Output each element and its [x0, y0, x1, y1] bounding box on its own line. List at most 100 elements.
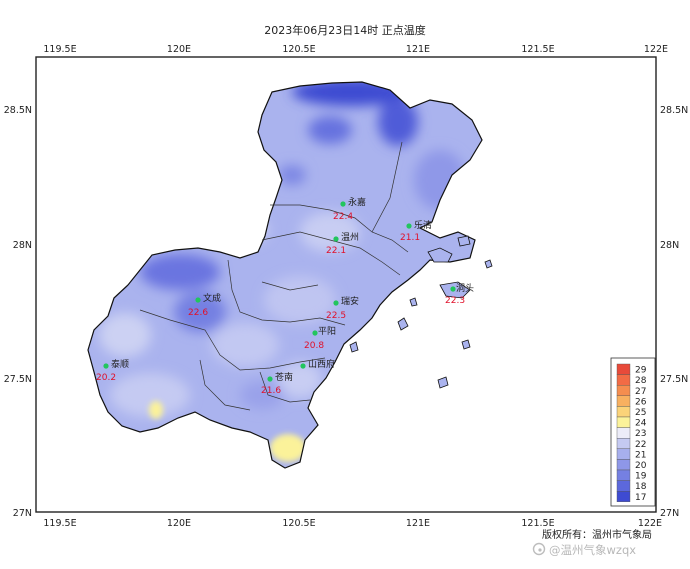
lat-tick-label: 28N [660, 240, 679, 251]
station-name: 泰顺 [111, 358, 129, 370]
stations: 永嘉 22.4 温州 22.1 乐清 21.1 洞头 22.3 文成 22.6 … [96, 196, 474, 396]
lon-tick-label: 121E [406, 518, 430, 529]
station-ruian: 瑞安 22.5 [326, 295, 359, 321]
station-yongjia: 永嘉 22.4 [333, 196, 366, 222]
station-temp: 22.4 [333, 212, 353, 222]
station-dot-icon [300, 363, 306, 369]
station-dot-icon [312, 330, 318, 336]
station-temp: 22.1 [326, 246, 346, 256]
lat-tick-label: 28N [13, 240, 32, 251]
lon-tick-label: 120.5E [282, 44, 315, 55]
station-dot-icon [267, 376, 273, 382]
station-name: 平阳 [318, 326, 336, 337]
legend-swatch [616, 438, 631, 450]
legend-swatch [616, 491, 631, 503]
legend-label: 21 [635, 450, 646, 460]
legend-label: 18 [635, 482, 647, 492]
wenzhou-outline [87, 81, 483, 469]
legend-label: 28 [635, 376, 647, 386]
lat-tick-label: 27N [660, 508, 679, 519]
weibo-icon-eye [538, 548, 542, 552]
station-temp: 22.5 [326, 311, 346, 321]
lon-tick-label: 120E [167, 518, 191, 529]
lon-tick-label: 121.5E [521, 518, 554, 529]
station-dot-icon [340, 201, 346, 207]
lat-tick-label: 28.5N [4, 105, 32, 116]
station-temp: 22.3 [445, 296, 465, 306]
lat-tick-label: 28.5N [660, 105, 688, 116]
lat-tick-label: 27N [13, 508, 32, 519]
legend-swatch [616, 363, 631, 375]
station-cangnan: 苍南 21.6 [261, 371, 293, 396]
station-dongtou: 洞头 22.3 [445, 283, 474, 306]
station-name: 文成 [203, 292, 221, 304]
station-wencheng: 文成 22.6 [188, 292, 221, 318]
legend-swatch [616, 416, 631, 428]
copyright-text: 版权所有：温州市气象局 [542, 528, 652, 541]
station-dot-icon [333, 236, 339, 242]
legend-label: 20 [635, 461, 647, 471]
lat-tick-label: 27.5N [4, 374, 32, 385]
lon-tick-label: 122E [638, 518, 662, 529]
county-borders [139, 141, 409, 411]
legend-swatch [616, 385, 631, 397]
station-name: 温州 [341, 232, 359, 243]
watermark: @温州气象wzqx [532, 542, 636, 557]
legend-label: 24 [635, 419, 647, 429]
station-wenzhou: 温州 22.1 [326, 232, 359, 256]
legend-swatch [616, 469, 631, 481]
left-lat-axis: 28.5N 28N 27.5N 27N [4, 105, 32, 519]
lat-tick-label: 27.5N [660, 374, 688, 385]
legend-swatch [616, 395, 631, 407]
top-lon-axis: 119.5E 120E 120.5E 121E 121.5E 122E [43, 44, 668, 55]
legend-swatch [616, 448, 631, 460]
lon-tick-label: 122E [644, 44, 668, 55]
station-dot-icon [333, 300, 339, 306]
lon-tick-label: 121E [406, 44, 430, 55]
legend-label: 23 [635, 429, 646, 439]
station-temp: 20.8 [304, 341, 324, 351]
station-name: 瑞安 [341, 295, 359, 307]
station-dot-icon [195, 297, 201, 303]
station-name: 洞头 [456, 283, 474, 294]
map-title: 2023年06月23日14时 正点温度 [264, 23, 425, 37]
legend-swatch [616, 406, 631, 418]
station-name: 乐清 [414, 219, 432, 231]
bottom-lon-axis: 119.5E 120E 120.5E 121E 121.5E 122E [43, 518, 662, 529]
station-yueqing: 乐清 21.1 [400, 219, 432, 243]
legend-swatch [616, 459, 631, 471]
legend-label: 27 [635, 387, 646, 397]
station-name: 苍南 [275, 371, 293, 383]
legend-label: 26 [635, 397, 647, 407]
station-temp: 20.2 [96, 373, 116, 383]
station-name: 永嘉 [348, 196, 366, 208]
legend-swatch [616, 480, 631, 492]
station-dot-icon [450, 286, 456, 292]
station-taishun: 泰顺 20.2 [96, 358, 129, 383]
warm-patches [149, 401, 306, 462]
legend-label: 19 [635, 472, 647, 482]
legend-label: 22 [635, 440, 646, 450]
station-dot-icon [406, 223, 412, 229]
legend-swatch [616, 427, 631, 439]
lon-tick-label: 119.5E [43, 518, 76, 529]
lon-tick-label: 120E [167, 44, 191, 55]
legend-label: 17 [635, 493, 646, 503]
station-temp: 21.1 [400, 233, 420, 243]
station-pingyang: 平阳 20.8 [304, 326, 336, 351]
legend-label: 29 [635, 366, 647, 376]
legend-label: 25 [635, 408, 646, 418]
lon-tick-label: 121.5E [521, 44, 554, 55]
legend-swatch [616, 374, 631, 386]
right-lat-axis: 28.5N 28N 27.5N 27N [660, 105, 688, 519]
lon-tick-label: 120.5E [282, 518, 315, 529]
station-shanxifu: 山西府 [300, 358, 335, 370]
weibo-icon [532, 542, 546, 556]
station-dot-icon [103, 363, 109, 369]
watermark-text: @温州气象wzqx [549, 543, 636, 557]
station-temp: 21.6 [261, 386, 281, 396]
lon-tick-label: 119.5E [43, 44, 76, 55]
station-temp: 22.6 [188, 308, 208, 318]
